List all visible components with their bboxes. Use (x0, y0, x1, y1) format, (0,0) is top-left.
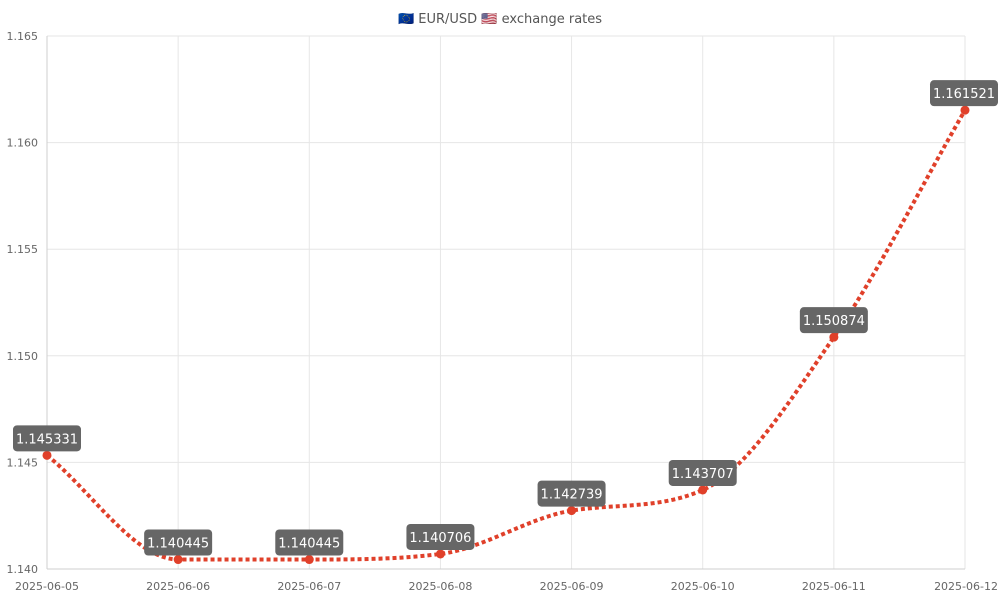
axes (46, 36, 965, 570)
data-label: 1.161521 (930, 80, 998, 107)
data-label-text: 1.140706 (409, 531, 471, 546)
x-tick-label: 2025-06-08 (408, 580, 472, 593)
y-tick-label: 1.155 (7, 243, 39, 256)
x-tick-label: 2025-06-09 (540, 580, 604, 593)
chart-title: 🇪🇺 EUR/USD 🇺🇸 exchange rates (398, 12, 602, 27)
y-tick-label: 1.165 (7, 30, 39, 43)
y-tick-label: 1.150 (7, 350, 39, 363)
x-tick-label: 2025-06-10 (671, 580, 735, 593)
data-label: 1.140445 (144, 529, 213, 556)
data-label-box (275, 529, 344, 556)
data-label-text: 1.150874 (803, 314, 865, 329)
y-tick-label: 1.145 (7, 456, 39, 469)
data-label: 1.150874 (799, 307, 868, 334)
data-points (42, 105, 970, 565)
data-label-text: 1.161521 (933, 87, 995, 102)
y-tick-label: 1.160 (7, 137, 39, 150)
data-label-text: 1.145331 (16, 432, 78, 447)
x-tick-label: 2025-06-07 (277, 580, 341, 593)
data-point (304, 555, 314, 565)
y-axis-ticks: 1.140 1.145 1.150 1.155 1.160 1.165 (7, 30, 39, 576)
series (45, 109, 967, 562)
data-point (960, 105, 970, 115)
data-label: 1.140445 (275, 529, 344, 556)
data-label: 1.143707 (668, 459, 737, 486)
x-tick-label: 2025-06-11 (802, 580, 866, 593)
data-point (698, 485, 708, 495)
data-label-box (144, 529, 213, 556)
data-label: 1.140706 (406, 523, 475, 550)
series-line (45, 109, 967, 562)
data-label-text: 1.142739 (541, 488, 603, 503)
grid (46, 35, 966, 570)
data-label-text: 1.140445 (147, 537, 209, 552)
data-point (829, 332, 839, 342)
data-point (42, 450, 52, 460)
data-point (435, 549, 445, 559)
data-label-box (930, 80, 998, 107)
data-label: 1.145331 (13, 425, 81, 452)
y-tick-label: 1.140 (7, 563, 39, 576)
chart-title-group: 🇪🇺 EUR/USD 🇺🇸 exchange rates (398, 12, 602, 27)
x-tick-label: 2025-06-12 (934, 580, 998, 593)
data-label-text: 1.143707 (672, 467, 734, 482)
data-label: 1.142739 (537, 480, 606, 507)
data-labels: 1.145331 1.140445 1.140445 1.140706 1.142739… (13, 80, 998, 556)
data-label-box (13, 425, 81, 452)
x-axis-ticks: 2025-06-05 2025-06-06 2025-06-07 2025-06-08… (15, 580, 998, 593)
data-label-text: 1.140445 (278, 537, 340, 552)
data-point (567, 506, 577, 516)
data-label-box (799, 307, 868, 334)
x-tick-label: 2025-06-05 (15, 580, 79, 593)
x-tick-label: 2025-06-06 (146, 580, 210, 593)
data-label-box (406, 523, 475, 550)
data-label-box (537, 480, 606, 507)
data-point (173, 555, 183, 565)
data-label-box (668, 459, 737, 486)
